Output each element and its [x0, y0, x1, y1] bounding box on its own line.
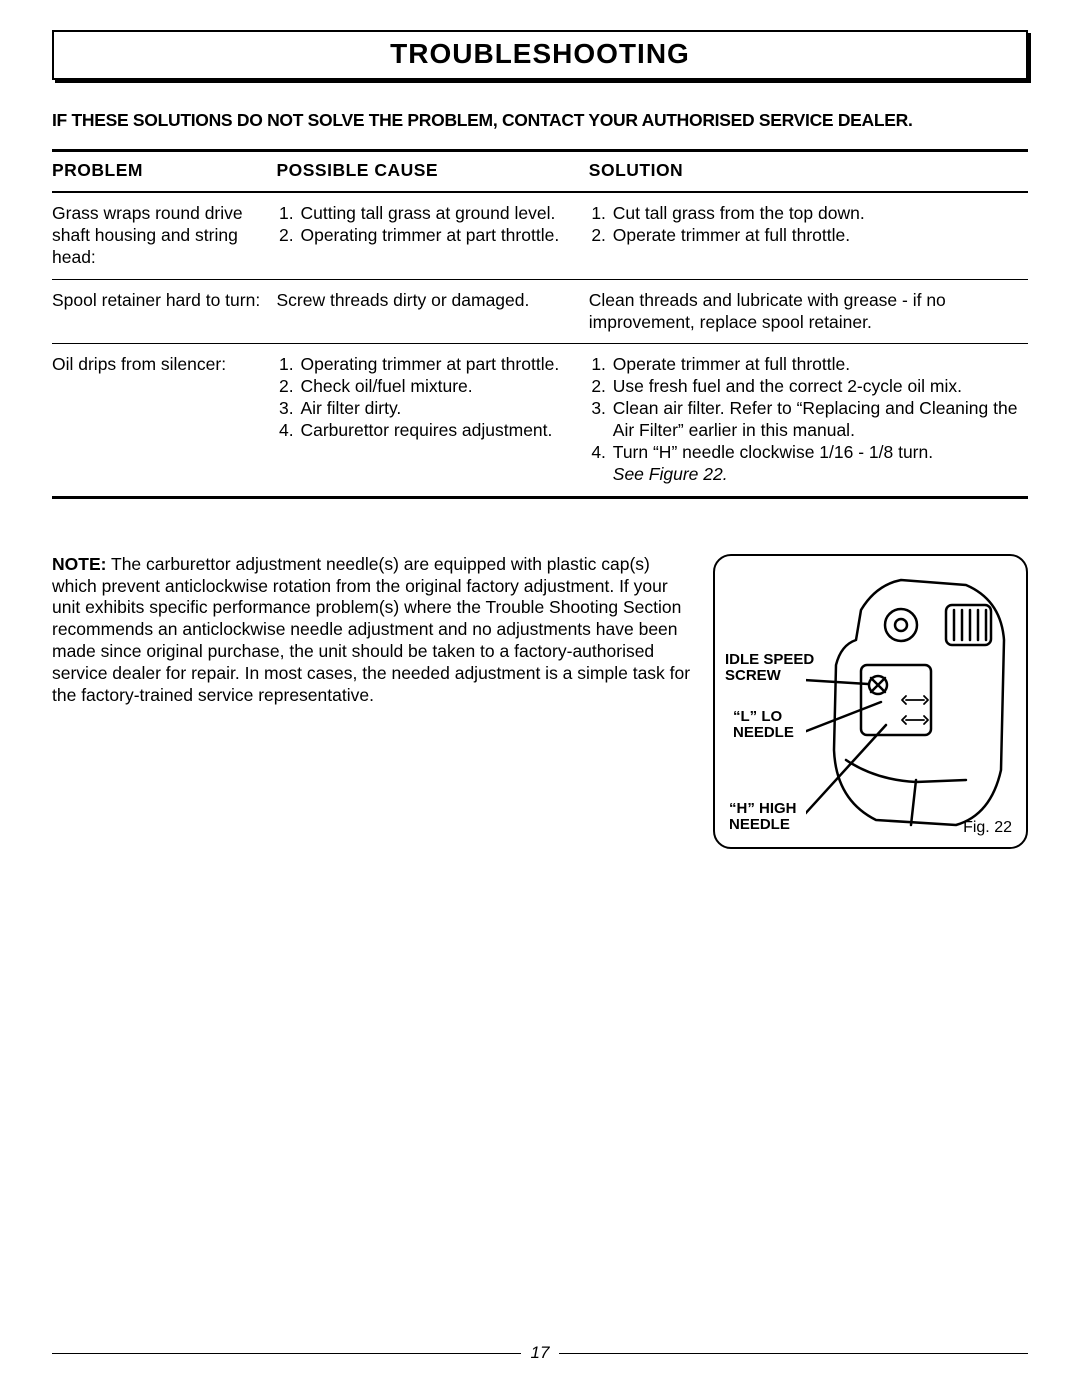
label-l-lo: “L” LO NEEDLE	[733, 709, 794, 742]
cell-cause: Operating trimmer at part throttle. Chec…	[276, 344, 588, 497]
cell-problem: Oil drips from silencer:	[52, 344, 276, 497]
cause-item: Operating trimmer at part throttle.	[298, 354, 580, 376]
cell-problem: Spool retainer hard to turn:	[52, 279, 276, 344]
solution-item: Operate trimmer at full throttle.	[611, 354, 1020, 376]
header-solution: SOLUTION	[589, 151, 1028, 193]
figure-box: IDLE SPEED SCREW “L” LO NEEDLE “H” HIGH …	[713, 554, 1028, 849]
solution-item: Clean air filter. Refer to “Replacing an…	[611, 398, 1020, 442]
page: TROUBLESHOOTING IF THESE SOLUTIONS DO NO…	[0, 0, 1080, 1397]
cause-item: Cutting tall grass at ground level.	[298, 203, 580, 225]
page-number: 17	[521, 1343, 560, 1363]
figure-caption: Fig. 22	[963, 819, 1012, 837]
solution-item: Turn “H” needle clockwise 1/16 - 1/8 tur…	[611, 442, 1020, 486]
label-line: NEEDLE	[729, 816, 790, 833]
footer: 17	[52, 1343, 1028, 1363]
table-row: Spool retainer hard to turn: Screw threa…	[52, 279, 1028, 344]
cell-problem: Grass wraps round drive shaft housing an…	[52, 192, 276, 279]
title-box: TROUBLESHOOTING	[52, 30, 1028, 80]
footer-rule	[52, 1353, 521, 1354]
solution-item: Use fresh fuel and the correct 2-cycle o…	[611, 376, 1020, 398]
label-line: “L” LO	[733, 708, 782, 725]
label-line: IDLE SPEED	[725, 651, 814, 668]
cause-item: Air filter dirty.	[298, 398, 580, 420]
cause-item: Operating trimmer at part throttle.	[298, 225, 580, 247]
label-line: “H” HIGH	[729, 800, 797, 817]
note-text: NOTE: The carburettor adjustment needle(…	[52, 554, 695, 849]
header-problem: PROBLEM	[52, 151, 276, 193]
cell-cause: Cutting tall grass at ground level. Oper…	[276, 192, 588, 279]
troubleshooting-table: PROBLEM POSSIBLE CAUSE SOLUTION Grass wr…	[52, 149, 1028, 499]
solution-text: Turn “H” needle clockwise 1/16 - 1/8 tur…	[613, 442, 933, 462]
label-idle-speed: IDLE SPEED SCREW	[725, 652, 814, 685]
page-title: TROUBLESHOOTING	[54, 38, 1026, 70]
cause-item: Check oil/fuel mixture.	[298, 376, 580, 398]
table-row: Oil drips from silencer: Operating trimm…	[52, 344, 1028, 497]
cell-solution: Clean threads and lubricate with grease …	[589, 279, 1028, 344]
cell-solution: Cut tall grass from the top down. Operat…	[589, 192, 1028, 279]
note-section: NOTE: The carburettor adjustment needle(…	[52, 554, 1028, 849]
label-line: SCREW	[725, 667, 781, 684]
table-header-row: PROBLEM POSSIBLE CAUSE SOLUTION	[52, 151, 1028, 193]
cause-item: Carburettor requires adjustment.	[298, 420, 580, 442]
table-row: Grass wraps round drive shaft housing an…	[52, 192, 1028, 279]
intro-text: IF THESE SOLUTIONS DO NOT SOLVE THE PROB…	[52, 110, 1028, 131]
solution-item: Cut tall grass from the top down.	[611, 203, 1020, 225]
cell-solution: Operate trimmer at full throttle. Use fr…	[589, 344, 1028, 497]
solution-item: Operate trimmer at full throttle.	[611, 225, 1020, 247]
header-cause: POSSIBLE CAUSE	[276, 151, 588, 193]
engine-illustration	[806, 570, 1016, 835]
footer-rule	[559, 1353, 1028, 1354]
see-figure: See Figure 22.	[613, 464, 728, 484]
label-line: NEEDLE	[733, 724, 794, 741]
cell-cause: Screw threads dirty or damaged.	[276, 279, 588, 344]
label-h-high: “H” HIGH NEEDLE	[729, 801, 797, 834]
note-body: The carburettor adjustment needle(s) are…	[52, 554, 690, 705]
note-label: NOTE:	[52, 554, 106, 574]
